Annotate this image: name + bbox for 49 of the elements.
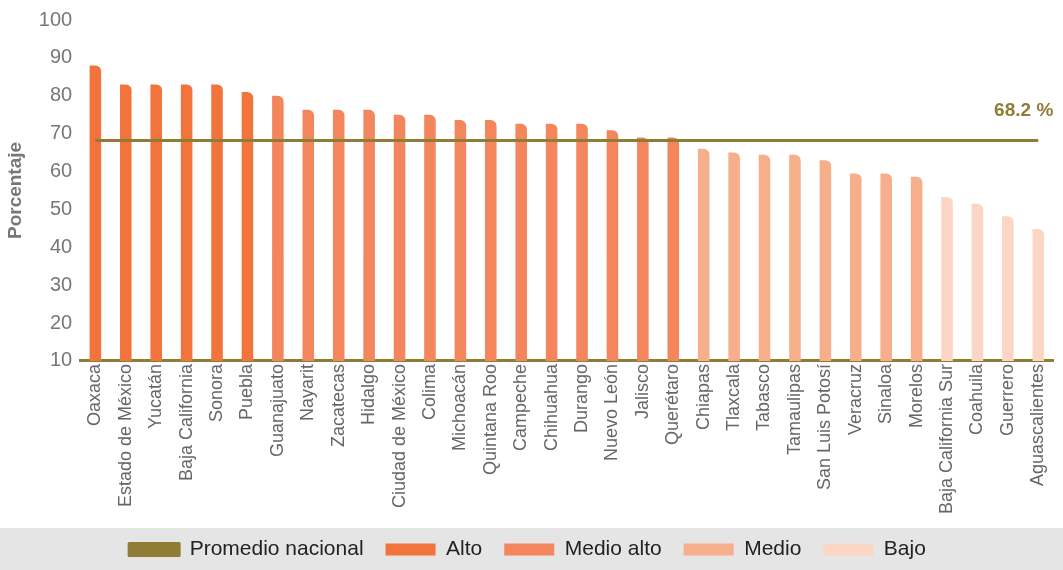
x-tick-label: Estado de México (114, 363, 135, 507)
x-tick-label: Nayarit (297, 363, 318, 421)
y-axis-title: Porcentaje (3, 141, 25, 240)
x-tick-label: Sinaloa (875, 362, 896, 424)
x-tick-label: Baja California (175, 362, 196, 481)
legend-label: Alto (446, 536, 483, 560)
y-tick-label: 20 (49, 310, 73, 333)
y-tick-label: 90 (49, 45, 73, 68)
x-tick-label: Chihuahua (540, 362, 561, 451)
x-tick-label: Guanajuato (266, 363, 287, 457)
x-tick-label: Durango (571, 363, 591, 433)
y-tick-label: 80 (49, 83, 73, 106)
legend-label: Medio alto (564, 536, 662, 560)
x-tick-label: Querétaro (662, 363, 683, 445)
y-tick-label: 70 (49, 121, 73, 144)
y-tick-label: 50 (49, 196, 73, 219)
x-tick-label: Tabasco (753, 363, 774, 431)
x-tick-label: Aguascalientes (1027, 363, 1048, 487)
y-tick-label: 60 (49, 159, 73, 182)
x-tick-label: Veracruz (844, 363, 865, 435)
x-tick-label: Tamaulipas (783, 363, 804, 455)
legend-label: Bajo (883, 536, 926, 560)
x-tick-label: Jalisco (631, 363, 652, 419)
x-tick-label: Chiapas (692, 363, 713, 430)
annotation: 68.2 % (994, 98, 1054, 120)
x-tick-label: San Luis Potosí (814, 363, 835, 491)
x-tick-label: Colima (418, 362, 439, 420)
x-tick-label: Coahuila (966, 362, 987, 435)
x-tick-label: Michoacán (449, 363, 470, 451)
x-tick-label: Tlaxcala (723, 362, 744, 431)
x-tick-label: Puebla (236, 362, 257, 420)
y-tick-label: 30 (49, 272, 73, 295)
x-tick-label: Quintana Roo (479, 363, 500, 475)
y-tick-label: 100 (38, 7, 73, 30)
x-tick-label: Hidalgo (358, 363, 379, 425)
x-tick-label: Nuevo León (601, 363, 622, 461)
x-tick-label: Ciudad de México (388, 363, 409, 509)
x-tick-label: Campeche (510, 363, 531, 451)
y-tick-label: 40 (49, 234, 73, 257)
x-tick-label: Baja California Sur (936, 363, 956, 514)
x-tick-label: Yucatán (145, 363, 166, 429)
y-tick-label: 10 (49, 348, 73, 371)
legend-label: Promedio nacional (189, 536, 364, 560)
x-tick-label: Oaxaca (84, 362, 105, 426)
x-tick-label: Morelos (905, 363, 926, 428)
legend-label: Medio (744, 536, 802, 560)
x-tick-label: Zacatecas (327, 363, 348, 447)
x-tick-label: Sonora (206, 362, 227, 422)
x-tick-label: Guerrero (996, 363, 1017, 436)
